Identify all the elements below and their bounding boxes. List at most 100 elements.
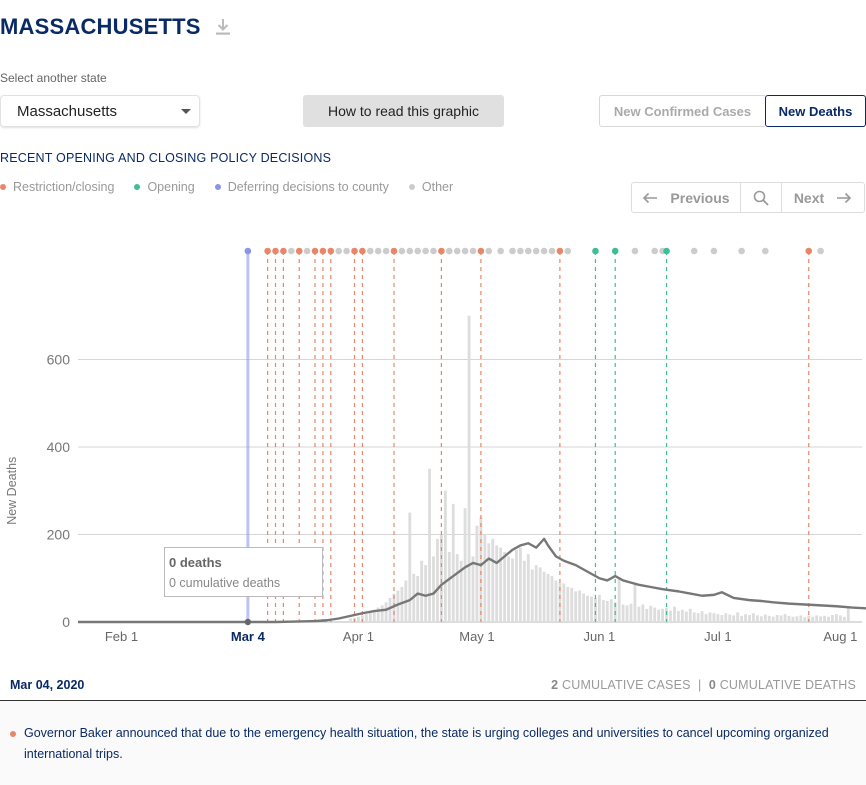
legend-item-deferring: Deferring decisions to county [214,180,389,194]
bar [396,590,400,622]
bar [372,610,376,622]
y-tick-label: 400 [47,439,71,455]
separator: | [698,678,702,692]
y-tick-label: 600 [47,352,71,368]
policy-dot [469,247,477,255]
cumulative-totals: 2 CUMULATIVE CASES | 0 CUMULATIVE DEATHS [551,678,856,692]
bar [819,616,823,622]
bar [526,554,530,622]
bar [534,565,538,622]
bar [676,611,680,622]
bar [823,615,826,622]
policy-dot [390,247,398,255]
bar [838,615,842,622]
chevron-down-icon [181,109,191,114]
policy-dot [817,247,824,255]
policy-dot [374,247,382,255]
bar [605,601,609,622]
bar [392,593,396,622]
bar-layer [349,315,850,622]
tooltip-deaths: 0 deaths [169,555,222,570]
bar [542,571,546,622]
bar [432,556,435,622]
bar [752,613,755,622]
bar [522,560,526,622]
policy-dot [414,247,422,255]
bar [708,612,712,622]
highlight-point [244,618,252,626]
toggle-new-confirmed-cases[interactable]: New Confirmed Cases [599,95,765,127]
bar [629,603,633,622]
line-layer [78,537,866,624]
decision-text: Governor Baker announced that due to the… [24,726,829,761]
bar [424,565,428,622]
bar [439,534,443,622]
legend-dot [0,184,6,190]
date-info-bar: Mar 04, 2020 2 CUMULATIVE CASES | 0 CUMU… [0,670,866,701]
arrow-right-icon [837,192,852,203]
policy-dot [430,247,437,255]
bar [578,590,582,622]
y-tick-label: 200 [47,527,71,543]
policy-dot [406,247,414,255]
bar [586,595,589,622]
bar [771,616,775,622]
bar [357,616,360,622]
bar [748,615,751,622]
cumulative-cases-value: 2 [551,678,559,692]
next-button[interactable]: Next [782,183,864,212]
bar [637,606,641,622]
policy-dot [631,247,639,255]
highlight-date-label: Mar 4 [231,629,266,644]
state-select[interactable]: Massachusetts [0,95,200,127]
decision-item: Governor Baker announced that due to the… [10,723,850,765]
bar [447,552,451,622]
metric-toggle: New Confirmed Cases New Deaths [599,95,866,127]
bar [692,612,696,622]
tooltip-cumulative: 0 cumulative deaths [169,576,281,590]
bar [368,612,372,622]
policy-dot [461,247,469,255]
bar [550,576,554,622]
bar [716,614,720,622]
policy-dot [398,247,406,255]
bar [515,549,518,622]
bar [712,613,716,622]
policy-dot [762,247,769,255]
bar [791,616,795,622]
legend-label: Other [421,180,454,194]
x-tick-label: Jul 1 [704,629,731,644]
x-tick-label: May 1 [459,629,494,644]
arrow-left-icon [643,192,658,203]
how-to-read-button[interactable]: How to read this graphic [303,95,504,127]
average-line [78,537,866,624]
policy-dot [805,247,813,255]
bar [763,614,767,622]
bar [779,615,783,622]
policy-dot [446,247,453,255]
bar [759,616,763,622]
legend-item-opening: Opening [134,180,195,194]
download-icon[interactable] [215,18,231,36]
policy-dot [564,247,572,255]
policy-dot [319,247,327,255]
x-tick-label: Apr 1 [343,629,374,644]
bar [455,554,459,622]
bar [649,605,653,622]
bar [601,600,605,622]
legend-item-restriction: Restriction/closing [0,180,114,194]
legend-label: Opening [147,180,195,194]
policy-dot [651,247,658,255]
policy-dot [592,247,599,255]
bar [799,615,803,622]
bar [491,538,495,622]
search-button[interactable] [741,183,782,212]
legend-dot [214,184,221,190]
policy-dot [517,247,524,255]
policy-dot [611,247,619,255]
toggle-new-deaths[interactable]: New Deaths [765,95,866,127]
previous-button[interactable]: Previous [632,183,741,212]
bar [704,614,708,622]
bar [807,615,811,622]
policy-dot [690,247,698,255]
